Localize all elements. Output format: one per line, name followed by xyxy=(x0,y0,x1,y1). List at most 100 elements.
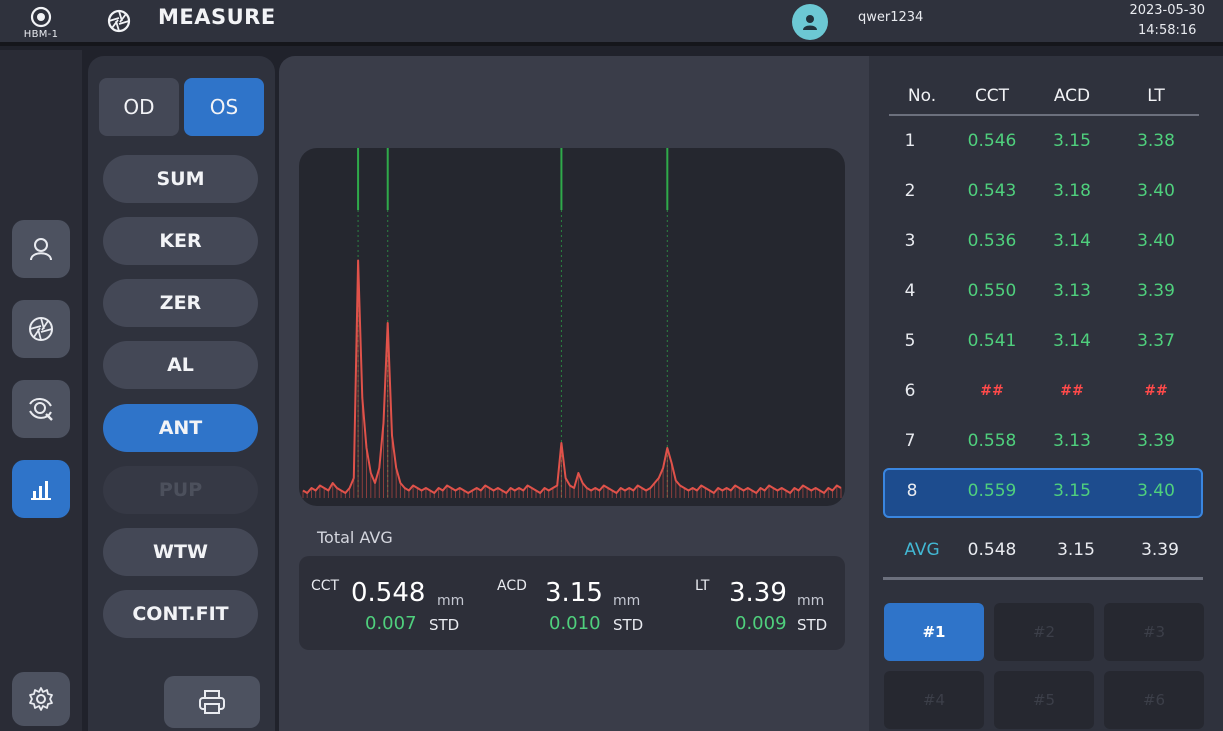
avg-acd: 3.15 xyxy=(1057,540,1095,560)
row-no: 2 xyxy=(904,181,916,201)
gear-icon xyxy=(29,687,53,711)
slot-1-button[interactable]: #1 xyxy=(884,603,984,661)
slot-2-button[interactable]: #2 xyxy=(994,603,1094,661)
acd-std: 0.010 xyxy=(549,613,601,634)
table-row[interactable]: 7 0.558 3.13 3.39 xyxy=(869,422,1223,462)
aperture-icon xyxy=(29,317,53,341)
avg-divider xyxy=(883,577,1203,580)
row-acd: 3.13 xyxy=(1053,281,1091,301)
lt-label: LT xyxy=(695,578,710,594)
header-no: No. xyxy=(907,86,937,106)
row-no: 5 xyxy=(904,331,916,351)
device-label: HBM-1 xyxy=(23,29,59,40)
row-lt: 3.38 xyxy=(1137,131,1175,151)
nav-measure-button[interactable] xyxy=(12,300,70,358)
row-lt: 3.40 xyxy=(1137,181,1175,201)
header-acd: ACD xyxy=(1053,86,1091,106)
nav-report-button[interactable] xyxy=(12,460,70,518)
summary-stats: CCT 0.548 mm 0.007 STD ACD 3.15 mm 0.010… xyxy=(299,556,845,650)
table-row[interactable]: 4 0.550 3.13 3.39 xyxy=(869,272,1223,312)
page-title: MEASURE xyxy=(158,5,276,29)
lt-unit: mm xyxy=(797,593,825,609)
mode-contfit-button[interactable]: CONT.FIT xyxy=(103,590,258,638)
row-acd: ## xyxy=(1060,383,1084,399)
mode-wtw-button[interactable]: WTW xyxy=(103,528,258,576)
row-acd: 3.15 xyxy=(1053,131,1091,151)
lt-std: 0.009 xyxy=(735,613,787,634)
row-cct: 0.546 xyxy=(967,131,1017,151)
cct-value: 0.548 xyxy=(351,578,426,608)
row-cct: 0.543 xyxy=(967,181,1017,201)
row-no: 7 xyxy=(904,431,916,451)
lt-stat: LT 3.39 mm 0.009 STD xyxy=(669,556,845,650)
row-lt: 3.39 xyxy=(1137,431,1175,451)
slot-5-button[interactable]: #5 xyxy=(994,671,1094,729)
aperture-icon xyxy=(107,9,131,33)
row-lt: 3.40 xyxy=(1137,231,1175,251)
mode-ker-button[interactable]: KER xyxy=(103,217,258,265)
bar-chart-icon xyxy=(31,481,51,500)
header-lt: LT xyxy=(1147,86,1165,106)
average-row: AVG 0.548 3.15 3.39 xyxy=(869,540,1223,570)
row-lt: 3.39 xyxy=(1137,281,1175,301)
header-divider xyxy=(889,114,1199,116)
mode-sum-button[interactable]: SUM xyxy=(103,155,258,203)
table-row[interactable]: 5 0.541 3.14 3.37 xyxy=(869,322,1223,362)
mode-zer-button[interactable]: ZER xyxy=(103,279,258,327)
row-no: 6 xyxy=(904,381,916,401)
header-cct: CCT xyxy=(974,86,1010,106)
date-text: 2023-05-30 xyxy=(1129,3,1205,18)
row-cct: ## xyxy=(980,383,1004,399)
avg-cct: 0.548 xyxy=(967,540,1017,560)
datetime: 2023-05-30 14:58:16 xyxy=(1129,1,1205,41)
time-text: 14:58:16 xyxy=(1138,23,1197,38)
table-row[interactable]: 3 0.536 3.14 3.40 xyxy=(869,222,1223,262)
row-cct: 0.536 xyxy=(967,231,1017,251)
table-row-selected[interactable]: 8 0.559 3.15 3.40 xyxy=(883,468,1203,518)
slot-3-button[interactable]: #3 xyxy=(1104,603,1204,661)
row-lt: ## xyxy=(1144,383,1168,399)
table-row[interactable]: 2 0.543 3.18 3.40 xyxy=(869,172,1223,212)
print-button[interactable] xyxy=(164,676,260,728)
cct-unit: mm xyxy=(437,593,465,609)
cct-std: 0.007 xyxy=(365,613,417,634)
eye-scan-icon xyxy=(29,398,53,421)
cct-label: CCT xyxy=(311,578,340,594)
acd-std-label: STD xyxy=(613,616,644,634)
user-icon xyxy=(803,15,817,30)
cct-stat: CCT 0.548 mm 0.007 STD xyxy=(299,556,479,650)
user-name: qwer1234 xyxy=(858,10,924,25)
acd-value: 3.15 xyxy=(545,578,603,608)
slot-4-button[interactable]: #4 xyxy=(884,671,984,729)
row-acd: 3.13 xyxy=(1053,431,1091,451)
mode-ant-button[interactable]: ANT xyxy=(103,404,258,452)
device-badge[interactable]: HBM-1 xyxy=(0,0,82,46)
lt-std-label: STD xyxy=(797,616,828,634)
row-acd: 3.14 xyxy=(1053,331,1091,351)
avatar[interactable] xyxy=(792,4,828,40)
row-lt: 3.40 xyxy=(1137,481,1175,501)
acd-stat: ACD 3.15 mm 0.010 STD xyxy=(479,556,669,650)
row-lt: 3.37 xyxy=(1137,331,1175,351)
mode-pup-button: PUP xyxy=(103,466,258,514)
row-no: 8 xyxy=(906,481,918,501)
table-row[interactable]: 1 0.546 3.15 3.38 xyxy=(869,122,1223,162)
row-no: 4 xyxy=(904,281,916,301)
nav-patient-button[interactable] xyxy=(12,220,70,278)
acd-label: ACD xyxy=(497,578,527,594)
avg-label: AVG xyxy=(904,540,940,560)
mode-al-button[interactable]: AL xyxy=(103,341,258,389)
row-acd: 3.18 xyxy=(1053,181,1091,201)
row-cct: 0.559 xyxy=(967,481,1017,501)
nav-eye-scan-button[interactable] xyxy=(12,380,70,438)
summary-title: Total AVG xyxy=(317,528,393,547)
results-panel: No. CCT ACD LT 1 0.546 3.15 3.38 2 0.543… xyxy=(869,56,1223,731)
settings-button[interactable] xyxy=(12,672,70,726)
avg-lt: 3.39 xyxy=(1141,540,1179,560)
target-icon xyxy=(30,6,52,28)
slot-6-button[interactable]: #6 xyxy=(1104,671,1204,729)
eye-os-button[interactable]: OS xyxy=(184,78,264,136)
eye-od-button[interactable]: OD xyxy=(99,78,179,136)
table-row[interactable]: 6 ## ## ## xyxy=(869,372,1223,412)
cct-std-label: STD xyxy=(429,616,460,634)
